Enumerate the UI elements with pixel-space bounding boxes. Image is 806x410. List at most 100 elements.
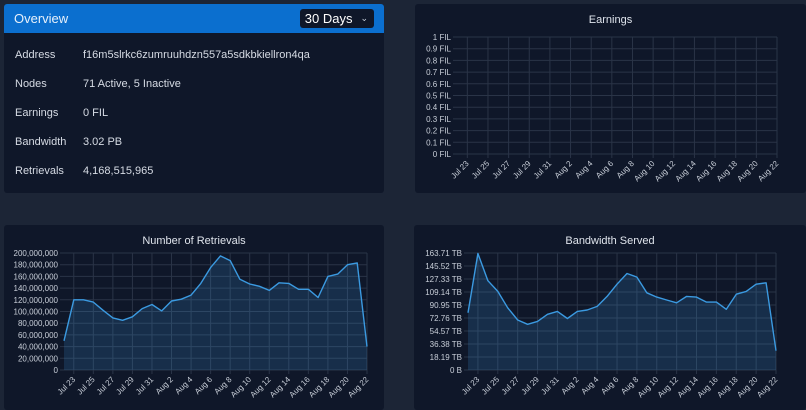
range-select[interactable]: 30 Days ⌄	[299, 9, 374, 28]
data-point[interactable]	[149, 301, 155, 307]
data-point[interactable]	[129, 314, 135, 320]
data-point[interactable]	[684, 293, 690, 299]
data-point[interactable]	[475, 251, 481, 257]
data-point[interactable]	[733, 291, 739, 297]
series-line	[467, 252, 777, 351]
data-point[interactable]	[364, 344, 370, 350]
data-point[interactable]	[525, 321, 531, 327]
y-tick-label: 0.7 FIL	[426, 68, 451, 77]
data-point[interactable]	[227, 258, 233, 264]
row-label: Retrievals	[15, 164, 64, 177]
x-tick-label: Jul 31	[539, 375, 561, 397]
data-point[interactable]	[644, 290, 650, 296]
x-tick-label: Aug 6	[599, 375, 621, 397]
x-tick-label: Aug 10	[632, 159, 657, 184]
data-point[interactable]	[694, 294, 700, 300]
y-tick-label: 0	[54, 366, 59, 375]
data-point[interactable]	[604, 293, 610, 299]
x-tick-label: Aug 16	[694, 159, 719, 184]
data-point[interactable]	[315, 294, 321, 300]
data-point[interactable]	[654, 294, 660, 300]
x-tick-label: Jul 29	[511, 159, 533, 181]
data-point[interactable]	[465, 310, 471, 316]
data-point[interactable]	[159, 308, 165, 314]
data-point[interactable]	[139, 306, 145, 312]
data-point[interactable]	[773, 348, 779, 354]
chart-title: Earnings	[588, 14, 633, 26]
data-point[interactable]	[664, 297, 670, 303]
data-point[interactable]	[247, 281, 253, 287]
data-point[interactable]	[574, 308, 580, 314]
data-point[interactable]	[753, 281, 759, 287]
data-point[interactable]	[120, 317, 126, 323]
data-point[interactable]	[594, 303, 600, 309]
data-point[interactable]	[276, 280, 282, 286]
row-value: 3.02 PB	[83, 135, 123, 148]
data-point[interactable]	[505, 305, 511, 311]
y-tick-label: 0 B	[450, 366, 462, 375]
y-tick-label: 0 FIL	[433, 150, 452, 159]
data-point[interactable]	[256, 283, 262, 289]
y-tick-label: 0.2 FIL	[426, 127, 451, 136]
data-point[interactable]	[515, 317, 521, 323]
data-point[interactable]	[344, 262, 350, 268]
data-point[interactable]	[544, 311, 550, 317]
data-point[interactable]	[723, 306, 729, 312]
data-point[interactable]	[266, 287, 272, 293]
data-point[interactable]	[286, 280, 292, 286]
y-tick-label: 36.38 TB	[430, 340, 462, 349]
y-tick-label: 200,000,000	[14, 249, 59, 258]
data-point[interactable]	[763, 280, 769, 286]
data-point[interactable]	[188, 292, 194, 298]
data-point[interactable]	[208, 265, 214, 271]
x-tick-label: Jul 27	[491, 159, 513, 181]
x-tick-label: Jul 27	[500, 375, 522, 397]
bandwidth-chart-card: Bandwidth Served 0 B 18.19 TB 36.38 TB 54.5…	[414, 225, 806, 410]
y-tick-label: 0.3 FIL	[426, 115, 451, 124]
data-point[interactable]	[634, 274, 640, 280]
bandwidth-chart: 0 B 18.19 TB 36.38 TB 54.57 TB 72.76 TB 90.95…	[425, 249, 780, 399]
data-point[interactable]	[495, 288, 501, 294]
data-point[interactable]	[198, 280, 204, 286]
data-point[interactable]	[325, 273, 331, 279]
data-point[interactable]	[614, 281, 620, 287]
data-point[interactable]	[169, 298, 175, 304]
data-point[interactable]	[485, 278, 491, 284]
data-point[interactable]	[178, 296, 184, 302]
x-tick-label: Jul 23	[460, 375, 482, 397]
data-point[interactable]	[237, 276, 243, 282]
data-point[interactable]	[90, 299, 96, 305]
data-point[interactable]	[564, 316, 570, 322]
y-tick-label: 0.9 FIL	[426, 45, 451, 54]
data-point[interactable]	[61, 338, 67, 344]
data-point[interactable]	[713, 299, 719, 305]
data-point[interactable]	[110, 315, 116, 321]
data-point[interactable]	[584, 307, 590, 313]
range-select-value: 30 Days	[304, 11, 353, 26]
data-point[interactable]	[217, 253, 223, 259]
y-tick-label: 0.6 FIL	[426, 80, 451, 89]
data-point[interactable]	[81, 297, 87, 303]
data-point[interactable]	[535, 318, 541, 324]
earnings-chart-card: Earnings 0 FIL 0.1 FIL 0.2 FIL 0.3 FIL 0.4 F…	[415, 4, 806, 193]
row-label: Address	[15, 48, 56, 61]
data-point[interactable]	[100, 307, 106, 313]
data-point[interactable]	[71, 297, 77, 303]
data-point[interactable]	[624, 271, 630, 277]
x-tick-label: Aug 4	[573, 159, 595, 181]
row-value: 71 Active, 5 Inactive	[83, 77, 181, 90]
data-point[interactable]	[354, 260, 360, 266]
chart-title: Bandwidth Served	[565, 235, 655, 247]
y-tick-label: 60,000,000	[18, 331, 59, 340]
overview-title: Overview	[14, 11, 69, 26]
chart-title: Number of Retrievals	[142, 235, 246, 247]
data-point[interactable]	[703, 299, 709, 305]
data-point[interactable]	[335, 271, 341, 277]
y-tick-label: 18.19 TB	[430, 353, 462, 362]
data-point[interactable]	[305, 286, 311, 292]
data-point[interactable]	[674, 300, 680, 306]
data-point[interactable]	[296, 286, 302, 292]
data-point[interactable]	[554, 308, 560, 314]
overview-row-earnings: Earnings 0 FIL	[4, 98, 384, 127]
data-point[interactable]	[743, 288, 749, 294]
